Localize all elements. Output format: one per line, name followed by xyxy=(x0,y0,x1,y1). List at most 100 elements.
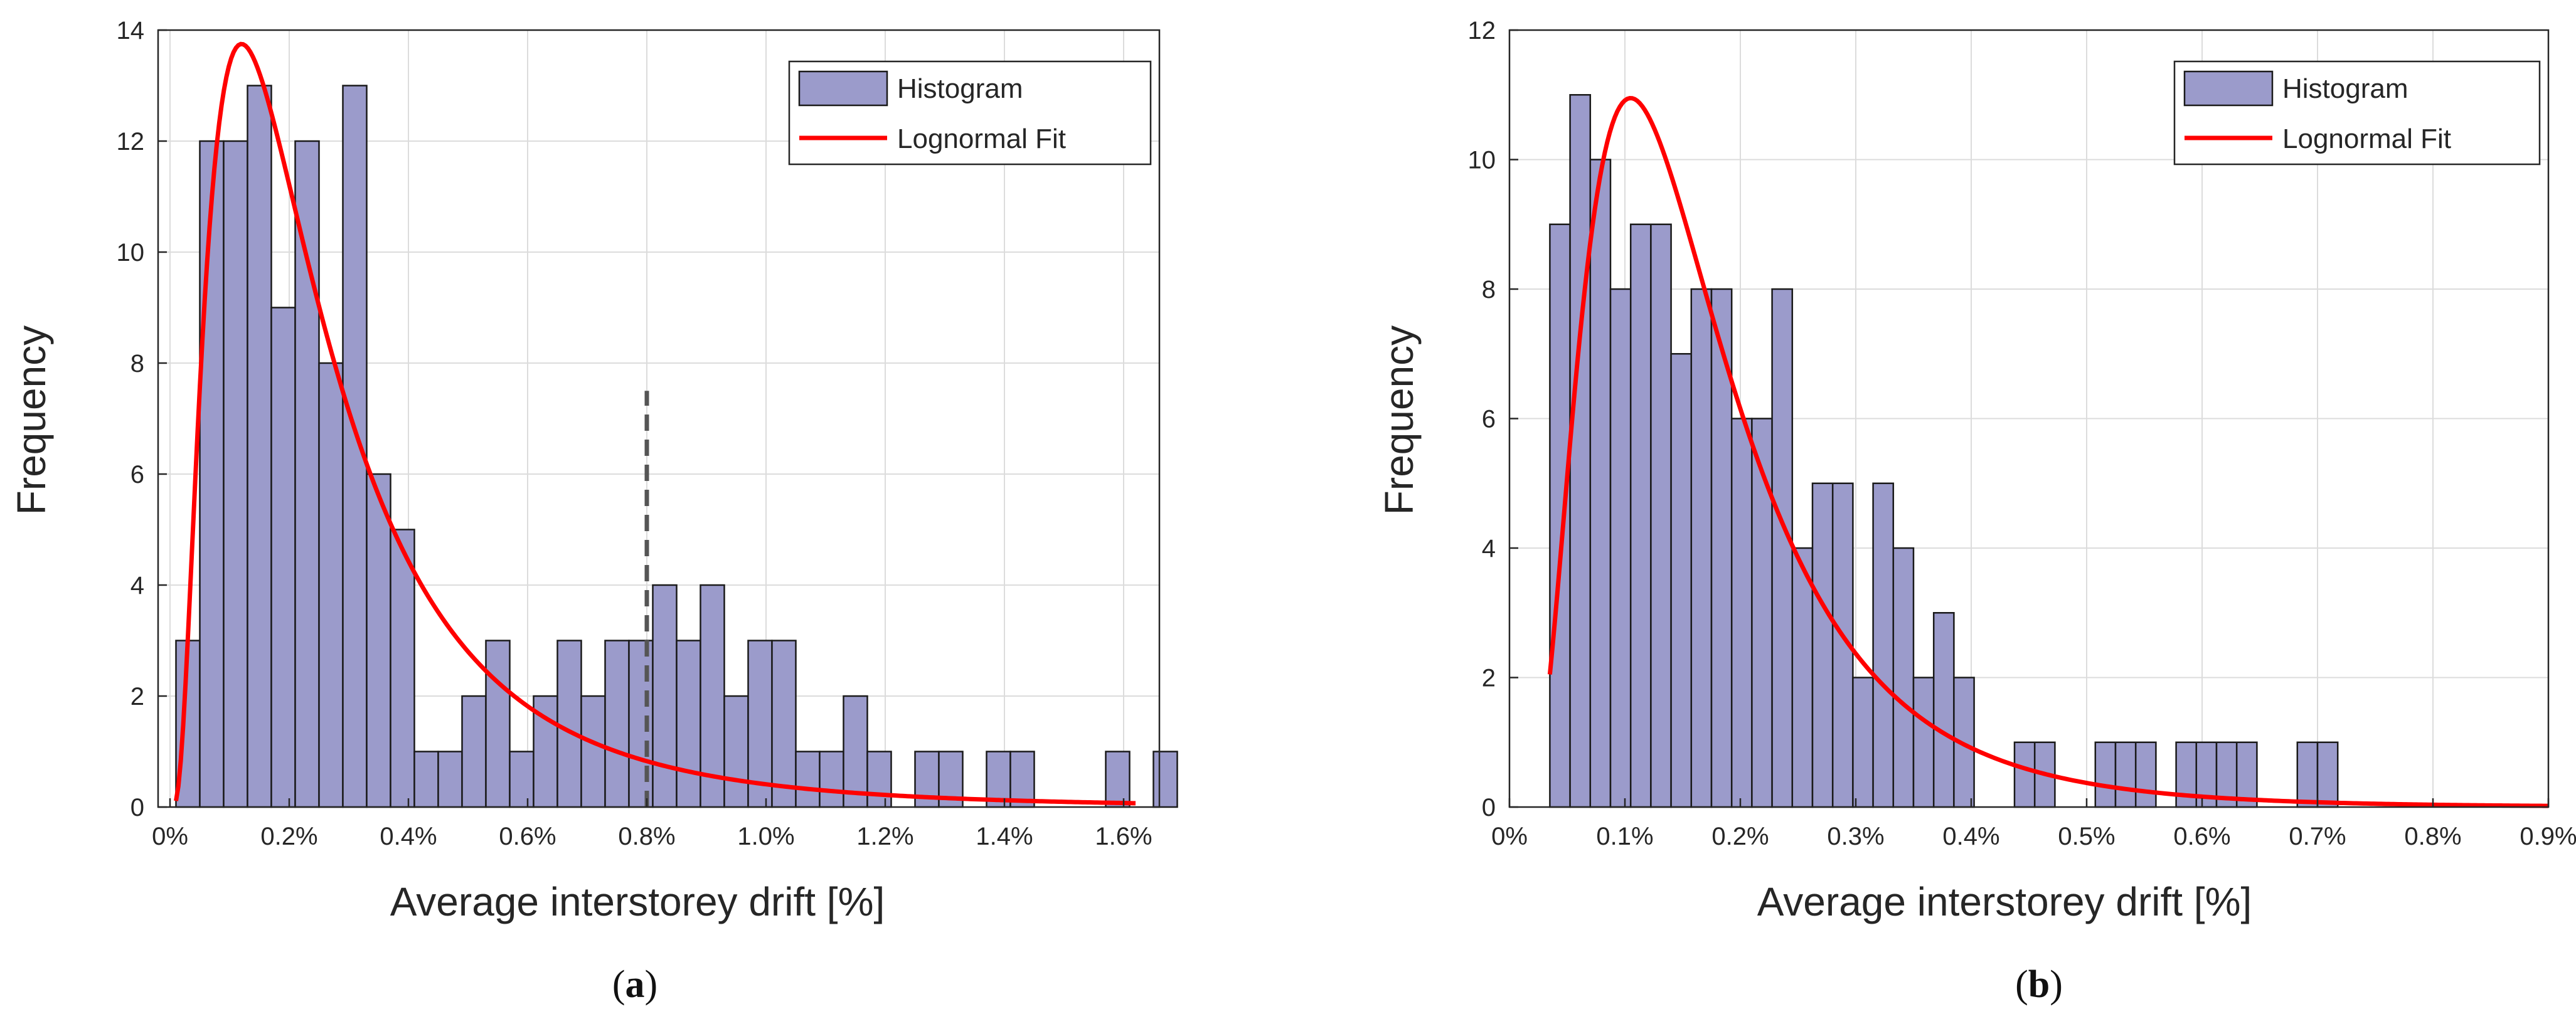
x-axis-label: Average interstorey drift [%] xyxy=(1757,879,2252,924)
x-tick-label: 0.5% xyxy=(2058,823,2115,850)
histogram-bar xyxy=(580,695,606,808)
histogram-bar xyxy=(1009,751,1035,808)
y-tick-label: 4 xyxy=(130,572,144,599)
y-tick-label: 4 xyxy=(1482,535,1496,562)
histogram-bar xyxy=(413,751,439,808)
chart-panel-b: 0% 0.1% 0.2% 0.3% 0.4% 0.5% 0.6% 0.7% 0.8% 0.9% 0 2… xyxy=(1376,17,2576,1006)
histogram-bar xyxy=(628,640,654,808)
y-tick-label: 0 xyxy=(130,794,144,821)
legend-histogram-label: Histogram xyxy=(2282,73,2408,104)
x-tick-label: 0% xyxy=(152,823,188,850)
histogram-bar xyxy=(1152,751,1178,808)
lognormal-fit-curve xyxy=(1547,95,2549,808)
y-tick-label: 8 xyxy=(130,350,144,378)
histogram-bar xyxy=(1549,223,1571,808)
histogram-bar xyxy=(485,640,511,808)
histogram-bar xyxy=(1629,223,1652,808)
histogram-bar xyxy=(1690,288,1713,808)
histogram-bar xyxy=(1569,94,1592,808)
histogram-bar xyxy=(676,640,701,808)
x-tick-label: 0.7% xyxy=(2289,823,2346,850)
caption-open-paren: ( xyxy=(2015,963,2028,1006)
legend-histogram-label: Histogram xyxy=(897,73,1023,104)
histogram-bar xyxy=(1811,482,1834,808)
histogram-bar xyxy=(2134,741,2157,808)
y-tick-label: 14 xyxy=(117,17,145,45)
histogram-bar xyxy=(2316,741,2339,808)
legend-fit-label: Lognormal Fit xyxy=(897,124,1066,154)
x-tick-label: 0.6% xyxy=(2173,823,2230,850)
x-tick-label: 0.2% xyxy=(260,823,317,850)
caption-close-paren: ) xyxy=(2050,963,2063,1006)
lognormal-fit-curve xyxy=(174,41,1136,806)
y-tick-label: 2 xyxy=(1482,665,1496,692)
y-tick-label: 0 xyxy=(1482,794,1496,821)
histogram-bar xyxy=(2235,741,2258,808)
histogram-bar xyxy=(247,85,272,808)
histogram-bar xyxy=(342,85,368,808)
x-tick-label: 0.4% xyxy=(380,823,437,850)
y-tick-label: 2 xyxy=(130,683,144,710)
legend: Histogram Lognormal Fit xyxy=(2173,60,2541,166)
histogram-bar xyxy=(1105,751,1131,808)
histogram-bar xyxy=(652,584,678,808)
histogram-bar xyxy=(556,640,582,808)
histogram-bar xyxy=(1670,353,1693,808)
panel-caption: (a) xyxy=(612,963,657,1006)
legend: Histogram Lognormal Fit xyxy=(788,60,1152,166)
histogram-bar xyxy=(2114,741,2137,808)
y-tick-label: 12 xyxy=(117,128,145,156)
y-tick-label: 8 xyxy=(1482,276,1496,304)
caption-open-paren: ( xyxy=(612,963,625,1006)
legend-histogram-swatch xyxy=(2183,70,2274,107)
y-tick-label: 6 xyxy=(130,461,144,488)
histogram-bar xyxy=(700,584,725,808)
x-tick-label: 1.2% xyxy=(856,823,913,850)
y-tick-label: 6 xyxy=(1482,406,1496,433)
legend-histogram-swatch xyxy=(798,70,888,107)
histogram-bar xyxy=(294,140,320,808)
histogram-bar xyxy=(819,751,844,808)
histogram-bar xyxy=(1650,223,1672,808)
histogram-bar xyxy=(1872,482,1895,808)
histogram-bar xyxy=(2296,741,2319,808)
histogram-bar xyxy=(2013,741,2036,808)
histogram-bar xyxy=(771,640,797,808)
histogram-bar xyxy=(723,695,749,808)
y-axis-label: Frequency xyxy=(9,325,54,515)
x-tick-label: 0.3% xyxy=(1827,823,1884,850)
y-axis-label: Frequency xyxy=(1376,325,1422,515)
x-tick-label: 0% xyxy=(1491,823,1528,850)
histogram-bar xyxy=(437,751,463,808)
x-tick-label: 0.8% xyxy=(618,823,675,850)
histogram-bar xyxy=(1912,677,1935,808)
histogram-bar xyxy=(270,307,296,808)
y-tick-label: 12 xyxy=(1468,17,1496,45)
histogram-bar xyxy=(509,751,535,808)
histogram-bar xyxy=(1730,418,1753,808)
x-tick-label: 0.2% xyxy=(1711,823,1769,850)
y-tick-label: 10 xyxy=(1468,147,1496,174)
x-tick-label: 1.6% xyxy=(1095,823,1152,850)
chart-panel-a: 0% 0.2% 0.4% 0.6% 0.8% 1.0% 1.2% 1.4% 1.6% 0 2 4 6 8 1… xyxy=(9,17,1178,1006)
histogram-bar xyxy=(866,751,892,808)
histogram-bar xyxy=(390,529,415,808)
histogram-bar xyxy=(1771,288,1794,808)
x-tick-label: 0.9% xyxy=(2520,823,2576,850)
x-axis-label: Average interstorey drift [%] xyxy=(390,879,885,924)
caption-close-paren: ) xyxy=(645,963,658,1006)
x-tick-label: 1.4% xyxy=(976,823,1033,850)
legend-fit-label: Lognormal Fit xyxy=(2282,124,2451,154)
caption-letter: a xyxy=(625,963,645,1006)
histogram-bar xyxy=(2094,741,2117,808)
x-tick-label: 0.1% xyxy=(1596,823,1653,850)
histogram-bar xyxy=(795,751,821,808)
panel-caption: (b) xyxy=(2015,963,2063,1006)
histogram-bar xyxy=(1932,612,1955,808)
histogram-bar xyxy=(199,140,225,808)
x-tick-label: 0.6% xyxy=(499,823,556,850)
y-tick-label: 10 xyxy=(117,239,145,267)
histogram-bar xyxy=(461,695,487,808)
axes-box xyxy=(157,29,1161,808)
